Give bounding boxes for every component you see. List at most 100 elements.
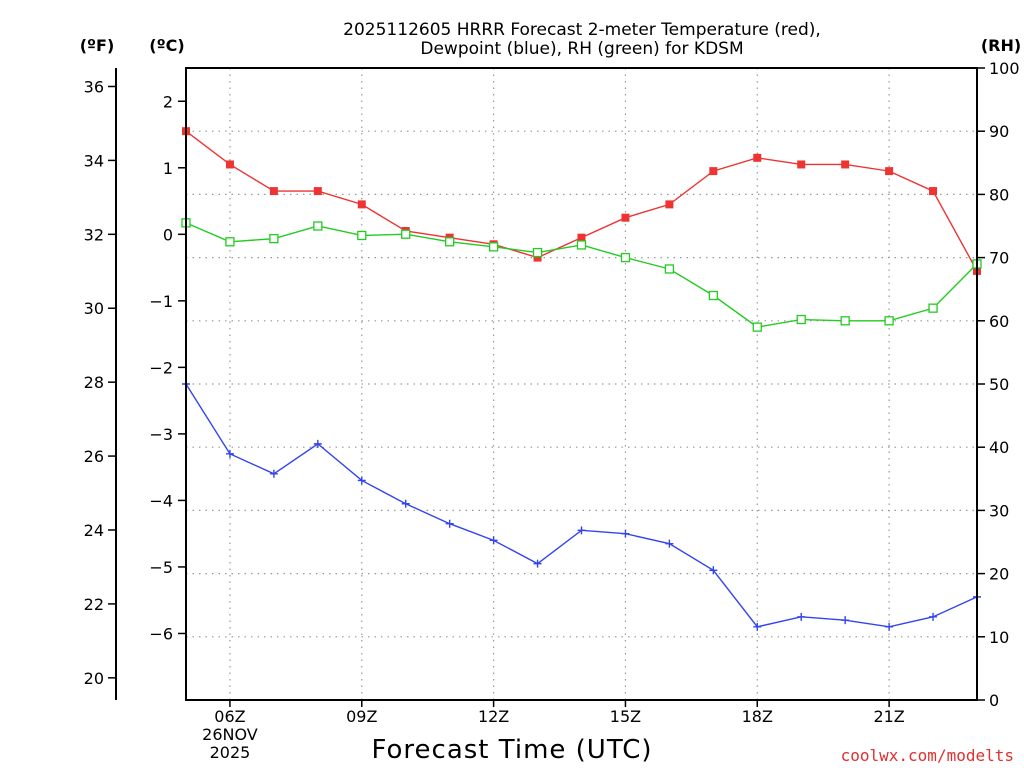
dewpoint-point [225,449,234,458]
fahrenheit-tick-label: 22 [84,595,104,614]
fahrenheit-axis: 36 34 32 30 28 26 24 22 20 [84,68,117,700]
fahrenheit-tick-label: 26 [84,447,104,466]
dewpoint-point [841,616,850,625]
dewpoint-point [885,622,894,631]
chart-title-line2: Dewpoint (blue), RH (green) for KDSM [420,39,743,59]
rh-tick-label: 100 [989,59,1020,78]
temperature-point [841,160,850,169]
fahrenheit-tick-label: 32 [84,225,104,244]
celsius-tick-label: 1 [163,159,173,178]
credit-text: coolwx.com/modelts [841,746,1014,765]
celsius-tick-label: −2 [149,358,173,377]
rh-point [357,230,367,241]
fahrenheit-tick-label: 28 [84,373,104,392]
rh-point [796,314,806,325]
x-tick-label: 12Z [478,707,509,726]
x-tick-label: 21Z [873,707,904,726]
celsius-axis: 2 1 0 −1 −2 −3 −4 −5 −6 [149,92,186,643]
temperature-point [357,200,366,209]
gridlines [186,68,977,700]
series-layer [181,127,982,631]
dewpoint-point [665,539,674,548]
celsius-tick-label: 0 [163,225,173,244]
rh-point [488,242,499,252]
x-tick-label: 06Z 26NOV 2025 [202,707,258,762]
rh-tick-label: 90 [989,122,1009,141]
fahrenheit-unit-label: (ºF) [80,36,115,55]
rh-point [269,233,279,244]
dewpoint-point [929,612,938,621]
celsius-tick-label: −4 [149,491,173,510]
temperature-line [185,130,978,272]
dewpoint-point [269,469,278,478]
temperature-point [533,253,542,262]
temperature-point [797,160,806,169]
temperature-point [225,160,234,169]
celsius-tick-label: −5 [149,558,173,577]
rh-tick-label: 30 [989,501,1009,520]
dewpoint-point [621,529,630,538]
fahrenheit-tick-label: 34 [84,151,104,170]
rh-point [840,316,850,326]
temperature-point [885,167,894,176]
dewpoint-point [533,559,542,568]
rh-point [752,322,762,332]
celsius-tick-label: 2 [163,92,173,111]
x-tick-label: 15Z [610,707,641,726]
chart-title-line1: 2025112605 HRRR Forecast 2-meter Tempera… [343,20,821,40]
dewpoint-point [753,622,762,631]
celsius-tick-label: −3 [149,425,173,444]
rh-point [401,229,411,239]
x-tick-label: 09Z [346,707,377,726]
rh-tick-label: 20 [989,565,1009,584]
rh-tick-label: 10 [989,628,1009,647]
rh-point [620,252,631,263]
rh-point [664,264,675,274]
x-tick-label: 18Z [742,707,773,726]
temperature-point [665,200,674,209]
rh-tick-label: 40 [989,438,1009,457]
dewpoint-point [709,566,718,575]
rh-tick-label: 70 [989,249,1009,268]
dewpoint-point [577,526,586,535]
rh-point [708,290,718,301]
fahrenheit-tick-label: 24 [84,521,104,540]
temperature-point [621,213,630,222]
dewpoint-point [489,536,498,545]
rh-point [928,303,938,313]
fahrenheit-tick-label: 36 [84,77,104,96]
plot-frame [185,67,978,701]
x-axis-label: Forecast Time (UTC) [371,735,652,765]
dewpoint-line [185,383,978,628]
celsius-tick-label: −1 [149,292,173,311]
dewpoint-point [797,612,806,621]
celsius-tick-label: −6 [149,624,173,643]
temperature-series [182,127,981,275]
dewpoint-point [401,499,410,508]
temperature-point [929,187,938,196]
dewpoint-point [357,476,366,485]
dewpoint-series [182,380,981,631]
dewpoint-point [313,439,322,448]
temperature-point [313,187,322,196]
temperature-point [577,233,586,242]
rh-tick-label: 60 [989,312,1009,331]
rh-point [884,316,894,326]
temperature-point [269,187,278,196]
rh-point [445,237,455,247]
fahrenheit-tick-label: 30 [84,299,104,318]
fahrenheit-tick-label: 20 [84,669,104,688]
rh-unit-label: (RH) [981,36,1021,55]
rh-point [225,237,235,247]
rh-point [576,240,587,250]
rh-point [532,247,543,258]
temperature-point [709,167,718,176]
rh-point [313,221,323,231]
x-axis: 06Z 26NOV 2025 09Z 12Z 15Z 18Z 21Z [202,700,905,762]
temperature-point [753,153,762,162]
celsius-unit-label: (ºC) [149,36,184,55]
rh-tick-label: 80 [989,185,1009,204]
rh-tick-label: 0 [989,691,999,710]
